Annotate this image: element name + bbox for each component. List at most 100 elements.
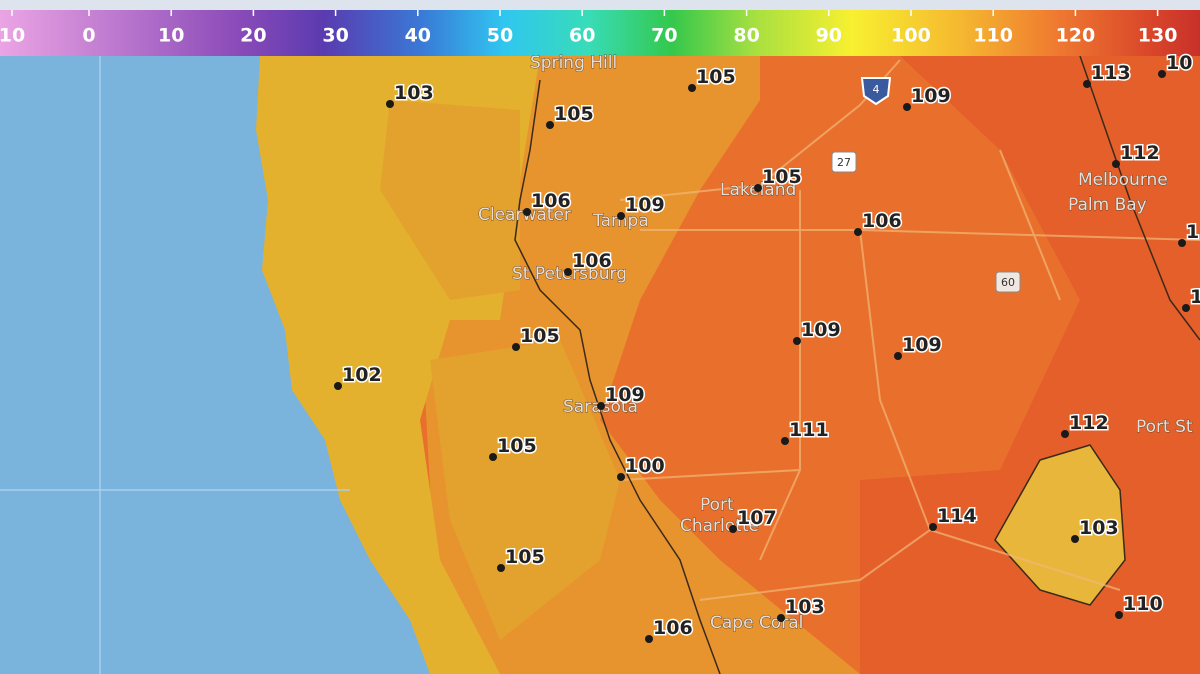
point-value: 105 [696,66,736,88]
shield [995,271,1021,293]
point-value: 112 [1069,412,1109,434]
point-value: 114 [937,505,977,527]
point-marker [645,635,653,643]
point-marker [1115,611,1123,619]
point-value: 1 [1190,286,1200,308]
place-label: Port St [1136,417,1193,437]
point-marker [617,212,625,220]
place-label: Tampa [592,211,649,231]
point-value: 109 [911,85,951,107]
legend-label: 100 [891,25,931,47]
point-value: 109 [902,334,942,356]
point-marker [1178,239,1186,247]
point-value: 113 [1091,62,1131,84]
point-value: 110 [1123,593,1163,615]
point-value: 106 [862,210,902,232]
point-value: 103 [785,596,825,618]
point-value: 1 [1186,221,1199,243]
legend-labels: 10 0 10 20 30 40 50 60 70 80 90 100 110 120 130 [0,10,1177,47]
point-value: 111 [789,419,829,441]
point-value: 107 [737,507,777,529]
point-value: 109 [605,384,645,406]
point-marker [1083,80,1091,88]
point-marker [1158,70,1166,78]
place-labels: Spring Hill Clearwater Tampa Lakeland St… [478,53,1194,634]
shield-label: 27 [837,156,851,169]
point-marker [497,564,505,572]
place-label: Port [700,495,734,515]
point-value: 100 [625,455,665,477]
shield [831,151,857,173]
legend-label: 120 [1056,25,1096,47]
legend-label: 20 [240,25,266,47]
point-marker [617,473,625,481]
place-label: Charlotte [680,516,759,536]
point-marker [781,437,789,445]
point-marker [523,208,531,216]
legend-label: 10 [158,25,184,47]
shield-label: 4 [873,83,880,96]
observation-points: 103 105 105 109 113 10 112 106 109 105 106 106 1 1 105… [334,51,1200,643]
legend-label: 0 [82,25,95,47]
point-value: 103 [394,82,434,104]
legend-label: 30 [322,25,348,47]
color-scale [0,10,1200,56]
point-marker [1182,304,1190,312]
point-marker [597,402,605,410]
legend-label: 60 [569,25,595,47]
point-value: 103 [1079,517,1119,539]
point-value: 105 [520,325,560,347]
point-marker [929,523,937,531]
point-value: 105 [554,103,594,125]
point-marker [754,184,762,192]
point-marker [564,268,572,276]
point-marker [1112,160,1120,168]
heat-area [380,100,620,640]
point-marker [894,352,902,360]
coastline [514,79,721,674]
legend-label: 50 [487,25,513,47]
point-marker [546,121,554,129]
legend-label: 130 [1138,25,1178,47]
point-value: 10 [1166,52,1192,74]
point-value: 106 [653,617,693,639]
point-value: 109 [801,319,841,341]
point-value: 106 [531,190,571,212]
legend-label: 70 [651,25,677,47]
point-value: 105 [505,546,545,568]
road-shields: 4 27 60 [831,77,1021,293]
point-value: 105 [762,166,802,188]
point-value: 109 [625,194,665,216]
shield-label: 60 [1001,276,1015,289]
legend-label: 110 [973,25,1013,47]
point-marker [334,382,342,390]
point-marker [854,228,862,236]
legend-label: 80 [733,25,759,47]
point-marker [1061,430,1069,438]
point-marker [688,84,696,92]
point-marker [729,525,737,533]
legend-label: 40 [405,25,431,47]
point-value: 106 [572,250,612,272]
point-marker [512,343,520,351]
point-marker [489,453,497,461]
point-value: 112 [1120,142,1160,164]
toolbar [0,0,1200,10]
place-label: Spring Hill [530,53,617,73]
point-value: 102 [342,364,382,386]
point-marker [793,337,801,345]
place-label: Melbourne [1078,170,1168,190]
point-marker [777,614,785,622]
legend-label: 10 [0,25,25,47]
coastline [1079,55,1200,341]
place-label: Palm Bay [1068,195,1147,215]
point-value: 105 [497,435,537,457]
legend-label: 90 [816,25,842,47]
point-marker [1071,535,1079,543]
lake [994,444,1126,606]
ocean [0,56,430,674]
point-marker [386,100,394,108]
point-marker [903,103,911,111]
shield [860,77,892,106]
